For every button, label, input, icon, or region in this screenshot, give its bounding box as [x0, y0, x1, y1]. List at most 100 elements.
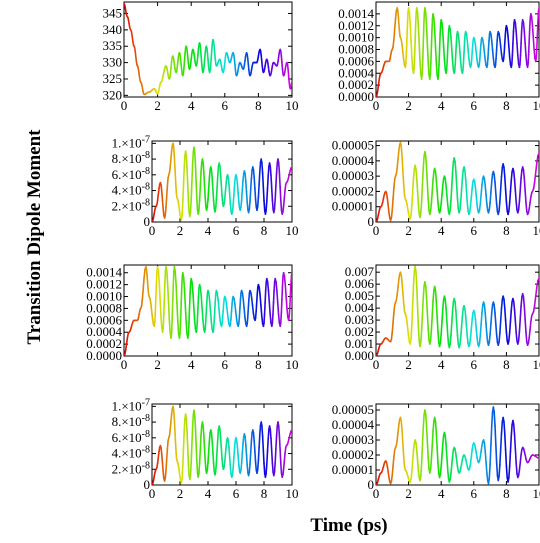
line-segment: [499, 45, 503, 55]
y-tick-label: 6.×10-8: [112, 429, 150, 445]
line-segment: [469, 455, 473, 465]
line-segment: [171, 301, 174, 322]
y-tick-label: 0.00001: [332, 199, 374, 214]
line-segment: [197, 295, 200, 310]
line-segment: [441, 442, 444, 456]
line-segment: [204, 321, 207, 331]
line-segment: [420, 200, 423, 214]
line-segment: [249, 440, 253, 454]
line-segment: [514, 22, 517, 33]
line-segment: [240, 199, 243, 209]
line-segment: [260, 304, 263, 317]
line-segment: [405, 36, 408, 54]
line-segment: [491, 48, 495, 60]
line-segment: [528, 16, 532, 29]
line-segment: [459, 62, 463, 72]
line-segment: [286, 307, 289, 318]
line-segment: [195, 179, 198, 199]
x-tick-label: 10: [533, 98, 540, 113]
line-segment: [426, 440, 429, 459]
line-segment: [231, 466, 234, 476]
line-segment: [260, 60, 264, 68]
line-segment: [234, 310, 238, 320]
line-segment: [528, 328, 531, 339]
line-segment: [479, 44, 482, 54]
series-line: [376, 7, 539, 97]
line-segment: [424, 155, 428, 169]
line-segment: [429, 202, 433, 213]
line-segment: [406, 320, 409, 330]
line-segment: [442, 45, 446, 61]
line-segment: [450, 309, 454, 324]
line-segment: [187, 462, 190, 476]
line-segment: [207, 439, 211, 453]
x-tick-label: 0: [149, 223, 156, 238]
line-segment: [212, 321, 215, 331]
line-segment: [248, 200, 251, 211]
line-segment: [462, 62, 465, 72]
y-tick-label: 8.×10-8: [112, 150, 150, 166]
line-segment: [203, 183, 206, 199]
line-segment: [275, 161, 279, 174]
line-segment: [254, 198, 258, 209]
line-segment: [451, 60, 455, 71]
line-segment: [195, 442, 198, 462]
line-segment: [272, 289, 275, 304]
line-segment: [527, 39, 531, 55]
line-segment: [172, 270, 175, 286]
line-segment: [217, 298, 220, 310]
plot-frame: [123, 264, 293, 357]
line-segment: [266, 174, 270, 190]
line-segment: [536, 33, 539, 49]
y-tick-label: 0.0004: [338, 65, 374, 80]
y-tick-label: 0: [368, 477, 375, 492]
line-segment: [282, 460, 286, 471]
x-tick-label: 6: [471, 486, 478, 501]
line-segment: [455, 459, 459, 468]
y-tick-label: 0.0002: [338, 77, 374, 92]
line-segment: [258, 434, 261, 449]
line-segment: [490, 304, 494, 314]
line-segment: [260, 54, 263, 62]
line-segment: [156, 193, 160, 202]
chart-panel: 0 2 4 6 8 1002.×10-84.×10-86.×10-88.×10-81.×1…: [112, 397, 299, 501]
line-segment: [190, 53, 193, 61]
line-segment: [272, 301, 275, 316]
line-segment: [463, 33, 466, 43]
line-segment: [427, 327, 430, 341]
y-tick-label: 0.004: [345, 300, 375, 315]
line-segment: [245, 443, 248, 456]
line-segment: [186, 51, 189, 59]
line-segment: [244, 172, 247, 183]
line-segment: [525, 54, 528, 65]
line-segment: [503, 298, 506, 309]
line-segment: [203, 434, 206, 449]
line-segment: [442, 32, 445, 48]
line-segment: [387, 471, 390, 479]
line-segment: [401, 281, 404, 294]
line-segment: [463, 41, 466, 54]
line-segment: [401, 429, 404, 445]
line-segment: [518, 318, 522, 333]
y-tick-label: 0.0006: [338, 53, 374, 68]
line-segment: [515, 200, 518, 211]
line-segment: [170, 319, 173, 335]
line-segment: [200, 161, 203, 174]
line-segment: [441, 184, 444, 196]
line-segment: [481, 177, 484, 187]
line-segment: [459, 189, 463, 203]
line-segment: [244, 435, 247, 446]
line-segment: [188, 307, 191, 325]
line-segment: [196, 53, 199, 61]
line-segment: [180, 63, 183, 71]
line-segment: [503, 33, 507, 45]
line-segment: [161, 462, 164, 474]
line-segment: [210, 321, 213, 331]
line-segment: [393, 17, 397, 30]
line-segment: [537, 7, 539, 13]
line-segment: [460, 177, 464, 191]
line-segment: [527, 336, 531, 344]
line-segment: [284, 446, 287, 455]
line-segment: [216, 174, 219, 189]
line-segment: [254, 461, 258, 472]
